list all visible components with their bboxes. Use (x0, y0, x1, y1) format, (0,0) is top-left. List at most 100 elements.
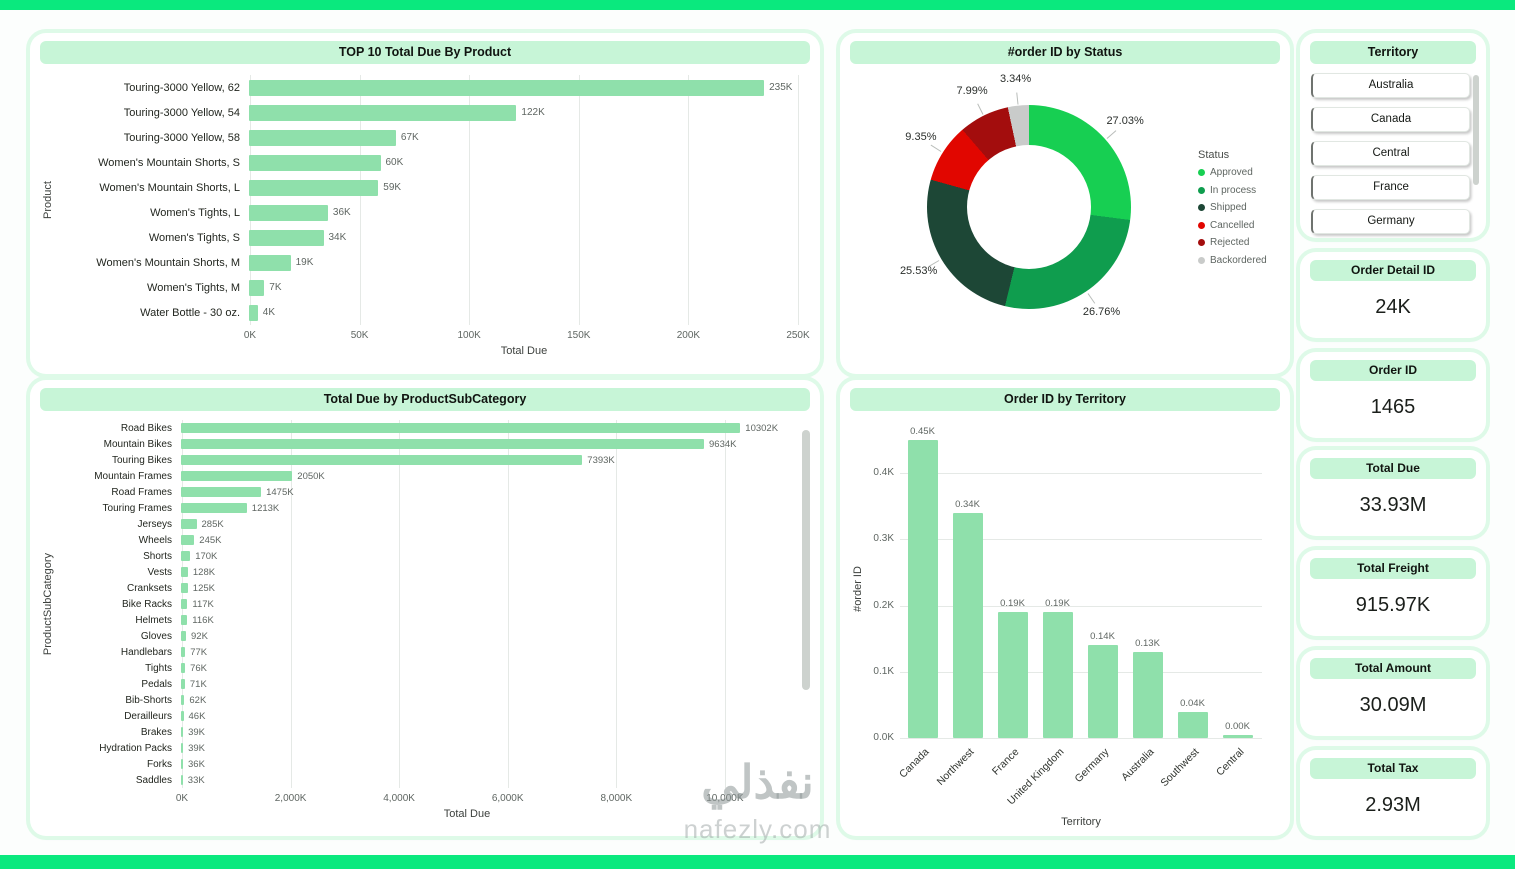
value-label: 36K (332, 207, 351, 218)
bar[interactable] (181, 743, 184, 753)
category-label: Gloves (140, 630, 172, 642)
chart-title-subcategory: Total Due by ProductSubCategory (40, 388, 810, 411)
bar-row: Wheels 245K (58, 532, 822, 548)
value-label: 117K (192, 598, 214, 610)
bar[interactable] (249, 104, 517, 121)
card-value: 2.93M (1365, 794, 1421, 816)
slice-label: 9.35% (905, 131, 937, 144)
category-label: Touring Frames (102, 502, 172, 514)
legend-swatch (1198, 256, 1205, 264)
card-order-id: Order ID 1465 (1300, 352, 1486, 438)
value-label: 9634K (709, 438, 737, 450)
tick-label: 150K (567, 330, 591, 341)
bar[interactable] (249, 79, 765, 96)
bar[interactable] (997, 612, 1028, 738)
bar-row: Tights 76K (58, 660, 822, 676)
legend-item[interactable]: Shipped (1198, 202, 1267, 213)
category-label: Vests (147, 566, 172, 578)
bar[interactable] (181, 487, 262, 497)
bar[interactable] (181, 679, 185, 689)
bar[interactable] (1042, 612, 1073, 738)
subcategory-chart-scrollbar[interactable] (802, 430, 810, 690)
bar[interactable] (181, 615, 188, 625)
value-label: 0.19K (1045, 598, 1070, 610)
bar[interactable] (907, 440, 938, 738)
value-label: 34K (328, 232, 347, 243)
bar[interactable] (181, 647, 186, 657)
subcategory-bar-chart: ProductSubCategory Road Bikes 10302K Mounta… (40, 418, 810, 830)
territory-option[interactable]: Central (1311, 141, 1470, 166)
territory-option[interactable]: Canada (1311, 107, 1470, 132)
legend-item[interactable]: Rejected (1198, 237, 1267, 248)
value-label: 285K (201, 518, 224, 530)
x-axis-title: Total Due (443, 808, 491, 820)
bar-row: Forks 36K (58, 756, 822, 772)
bar[interactable] (181, 759, 183, 769)
legend-item[interactable]: In process (1198, 185, 1267, 196)
category-label: Touring Bikes (111, 454, 172, 466)
territory-slicer-scrollbar[interactable] (1473, 75, 1479, 185)
bar[interactable] (181, 455, 583, 465)
grid-line (900, 473, 1262, 475)
bar[interactable] (181, 439, 704, 449)
legend-item[interactable]: Approved (1198, 167, 1267, 178)
bar[interactable] (181, 551, 191, 561)
bar[interactable] (181, 599, 188, 609)
territory-slicer-title: Territory (1310, 41, 1476, 64)
tick-label: 0.4K (873, 467, 894, 479)
bar[interactable] (1177, 711, 1208, 738)
bar[interactable] (181, 503, 247, 513)
value-label: 0.00K (1225, 721, 1250, 733)
bar[interactable] (181, 567, 188, 577)
bar[interactable] (181, 583, 188, 593)
legend-swatch (1198, 204, 1205, 211)
bar[interactable] (181, 727, 184, 737)
bar[interactable] (249, 129, 396, 146)
value-label: 33K (187, 774, 205, 786)
bar[interactable] (181, 695, 185, 705)
value-label: 7393K (587, 454, 615, 466)
bar[interactable] (249, 204, 328, 221)
territory-option[interactable]: Australia (1311, 73, 1470, 98)
legend-item[interactable]: Backordered (1198, 255, 1267, 266)
bar[interactable] (181, 535, 195, 545)
card-value: 915.97K (1355, 594, 1431, 616)
bar[interactable] (181, 423, 741, 433)
bar-row: Derailleurs 46K (58, 708, 822, 724)
legend-label: Shipped (1210, 202, 1247, 213)
label-leader-line (1016, 92, 1019, 105)
grid-line (724, 420, 726, 788)
bar[interactable] (181, 711, 184, 721)
value-label: 59K (383, 182, 402, 193)
value-label: 0.19K (1000, 598, 1025, 610)
bar-row: Mountain Frames 2050K (58, 468, 822, 484)
bar[interactable] (181, 631, 186, 641)
grid-line (900, 738, 1262, 739)
bar-row: Touring Bikes 7393K (58, 452, 822, 468)
label-leader-line (930, 144, 942, 153)
bar[interactable] (181, 519, 197, 529)
bar[interactable] (249, 254, 291, 271)
bar[interactable] (181, 471, 293, 481)
bar[interactable] (1222, 735, 1253, 738)
legend-label: Rejected (1210, 237, 1250, 248)
territory-option[interactable]: France (1311, 175, 1470, 200)
bar[interactable] (181, 663, 186, 673)
bar[interactable] (1087, 645, 1118, 738)
grid-line (578, 75, 580, 325)
category-label: Handlebars (120, 646, 172, 658)
bar[interactable] (249, 304, 258, 321)
panel-territory-bars: Order ID by Territory #order ID 0.0K 0.1K 0… (840, 380, 1290, 836)
bar[interactable] (952, 512, 983, 738)
bar[interactable] (249, 229, 324, 246)
bar[interactable] (1132, 651, 1163, 738)
territory-option[interactable]: Germany (1311, 209, 1470, 234)
bar[interactable] (249, 179, 379, 196)
bar[interactable] (181, 775, 183, 785)
card-order-detail-id: Order Detail ID 24K (1300, 252, 1486, 338)
bar[interactable] (249, 279, 265, 296)
legend-item[interactable]: Cancelled (1198, 220, 1267, 231)
y-axis-title: #order ID (850, 440, 866, 738)
card-title: Total Tax (1310, 758, 1476, 779)
bar[interactable] (249, 154, 381, 171)
